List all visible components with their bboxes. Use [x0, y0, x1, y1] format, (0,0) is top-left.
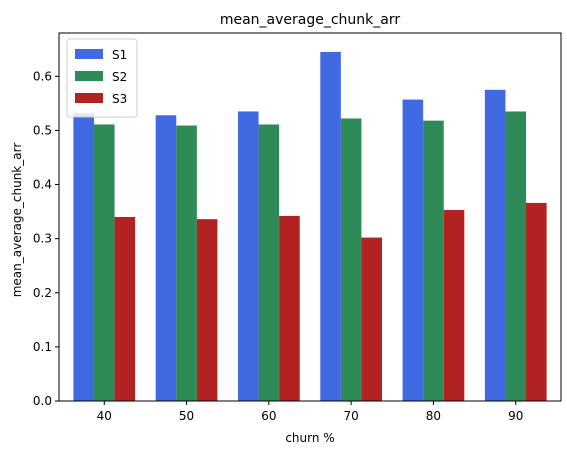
bar-s3-80 — [443, 209, 465, 401]
plot-frame — [58, 32, 562, 402]
legend-label-s3: S3 — [112, 92, 127, 106]
x-tick-label: 90 — [508, 409, 523, 423]
y-axis-label: mean_average_chunk_arr — [10, 143, 24, 298]
x-tick-label: 70 — [344, 409, 359, 423]
x-tick-label: 40 — [97, 409, 112, 423]
y-tick-label: 0.6 — [33, 69, 52, 83]
bar-s1-60 — [237, 111, 259, 402]
legend-swatch-s1 — [75, 49, 103, 59]
y-tick-label: 0.2 — [33, 286, 52, 300]
legend-label-s2: S2 — [112, 70, 127, 84]
x-tick-label: 60 — [261, 409, 276, 423]
y-tick-label: 0.1 — [33, 340, 52, 354]
bar-s1-50 — [155, 115, 177, 402]
bar-s2-80 — [423, 120, 444, 401]
bar-s3-50 — [196, 219, 218, 401]
bar-s2-60 — [258, 124, 280, 401]
bar-s2-50 — [176, 125, 197, 402]
bar-s3-60 — [279, 215, 300, 401]
y-tick-label: 0.4 — [33, 178, 52, 192]
y-tick-label: 0.3 — [33, 232, 52, 246]
plot-area: 40 50 60 70 80 90 0.0 0.1 0.2 0.3 0.4 0.5 0.6 S1 S2 S3 — [33, 32, 562, 423]
bar-s1-90 — [484, 89, 506, 401]
x-tick-label: 50 — [179, 409, 194, 423]
bar-s2-40 — [93, 124, 115, 401]
bar-s3-40 — [114, 217, 136, 401]
bar-s1-80 — [402, 99, 424, 402]
y-tick-label: 0.0 — [33, 394, 52, 408]
chart-title: mean_average_chunk_arr — [220, 12, 401, 28]
bar-s3-90 — [526, 202, 547, 401]
legend-label-s1: S1 — [112, 48, 127, 62]
bar-s2-70 — [340, 118, 362, 401]
bar-s1-40 — [73, 113, 94, 401]
bar-s3-70 — [361, 237, 383, 401]
x-axis-label: churn % — [285, 431, 334, 445]
legend-swatch-s3 — [75, 93, 103, 103]
x-tick-label: 80 — [426, 409, 441, 423]
legend-swatch-s2 — [75, 71, 103, 81]
bar-s2-90 — [505, 111, 527, 402]
y-tick-label: 0.5 — [33, 123, 52, 137]
bar-s1-70 — [320, 51, 341, 402]
